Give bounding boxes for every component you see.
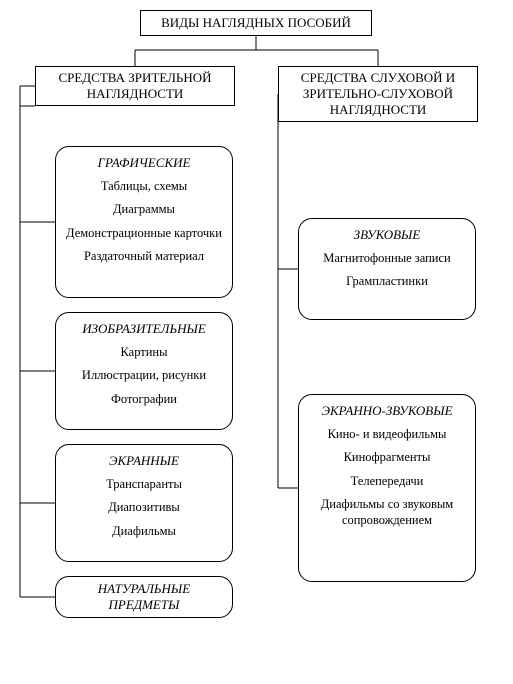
left-category-0-item: Диаграммы [64, 201, 224, 217]
right-category-1-item: Телепередачи [307, 473, 467, 489]
left-category-0-item: Демонстрационные карточки [64, 225, 224, 241]
left-category-1: ИЗОБРАЗИТЕЛЬНЫЕ Картины Иллюстрации, рисун… [55, 312, 233, 430]
left-branch-title: СРЕДСТВА ЗРИТЕЛЬНОЙНАГЛЯДНОСТИ [58, 70, 211, 103]
left-branch-box: СРЕДСТВА ЗРИТЕЛЬНОЙНАГЛЯДНОСТИ [35, 66, 235, 106]
left-category-2-item: Транспаранты [64, 476, 224, 492]
left-category-0-item: Раздаточный материал [64, 248, 224, 264]
left-category-1-title: ИЗОБРАЗИТЕЛЬНЫЕ [64, 321, 224, 337]
diagram-canvas: ВИДЫ НАГЛЯДНЫХ ПОСОБИЙ СРЕДСТВА ЗРИТЕЛЬНО… [0, 0, 513, 684]
right-category-0-item: Грампластинки [307, 273, 467, 289]
right-category-0-title: ЗВУКОВЫЕ [307, 227, 467, 243]
right-category-1: ЭКРАННО-ЗВУКОВЫЕ Кино- и видеофильмы Киноф… [298, 394, 476, 582]
right-branch-title: СРЕДСТВА СЛУХОВОЙ ИЗРИТЕЛЬНО-СЛУХОВОЙНАГ… [301, 70, 455, 119]
left-category-0-item: Таблицы, схемы [64, 178, 224, 194]
root-title: ВИДЫ НАГЛЯДНЫХ ПОСОБИЙ [161, 15, 351, 31]
left-category-1-item: Картины [64, 344, 224, 360]
right-category-0: ЗВУКОВЫЕ Магнитофонные записи Грампластинк… [298, 218, 476, 320]
left-category-2: ЭКРАННЫЕ Транспаранты Диапозитивы Диафильмы [55, 444, 233, 562]
right-branch-box: СРЕДСТВА СЛУХОВОЙ ИЗРИТЕЛЬНО-СЛУХОВОЙНАГ… [278, 66, 478, 122]
left-category-2-item: Диапозитивы [64, 499, 224, 515]
right-category-1-title: ЭКРАННО-ЗВУКОВЫЕ [307, 403, 467, 419]
left-category-0-title: ГРАФИЧЕСКИЕ [64, 155, 224, 171]
right-category-1-item: Кино- и видеофильмы [307, 426, 467, 442]
right-category-1-item: Диафильмы со звуковым сопровождением [307, 496, 467, 529]
left-category-2-item: Диафильмы [64, 523, 224, 539]
root-box: ВИДЫ НАГЛЯДНЫХ ПОСОБИЙ [140, 10, 372, 36]
left-category-3: НАТУРАЛЬНЫЕ ПРЕДМЕТЫ [55, 576, 233, 618]
right-category-1-item: Кинофрагменты [307, 449, 467, 465]
left-category-3-title: НАТУРАЛЬНЫЕ ПРЕДМЕТЫ [62, 581, 226, 613]
left-category-1-item: Фотографии [64, 391, 224, 407]
right-category-0-item: Магнитофонные записи [307, 250, 467, 266]
left-category-1-item: Иллюстрации, рисунки [64, 367, 224, 383]
left-category-2-title: ЭКРАННЫЕ [64, 453, 224, 469]
left-category-0: ГРАФИЧЕСКИЕ Таблицы, схемы Диаграммы Демонс… [55, 146, 233, 298]
